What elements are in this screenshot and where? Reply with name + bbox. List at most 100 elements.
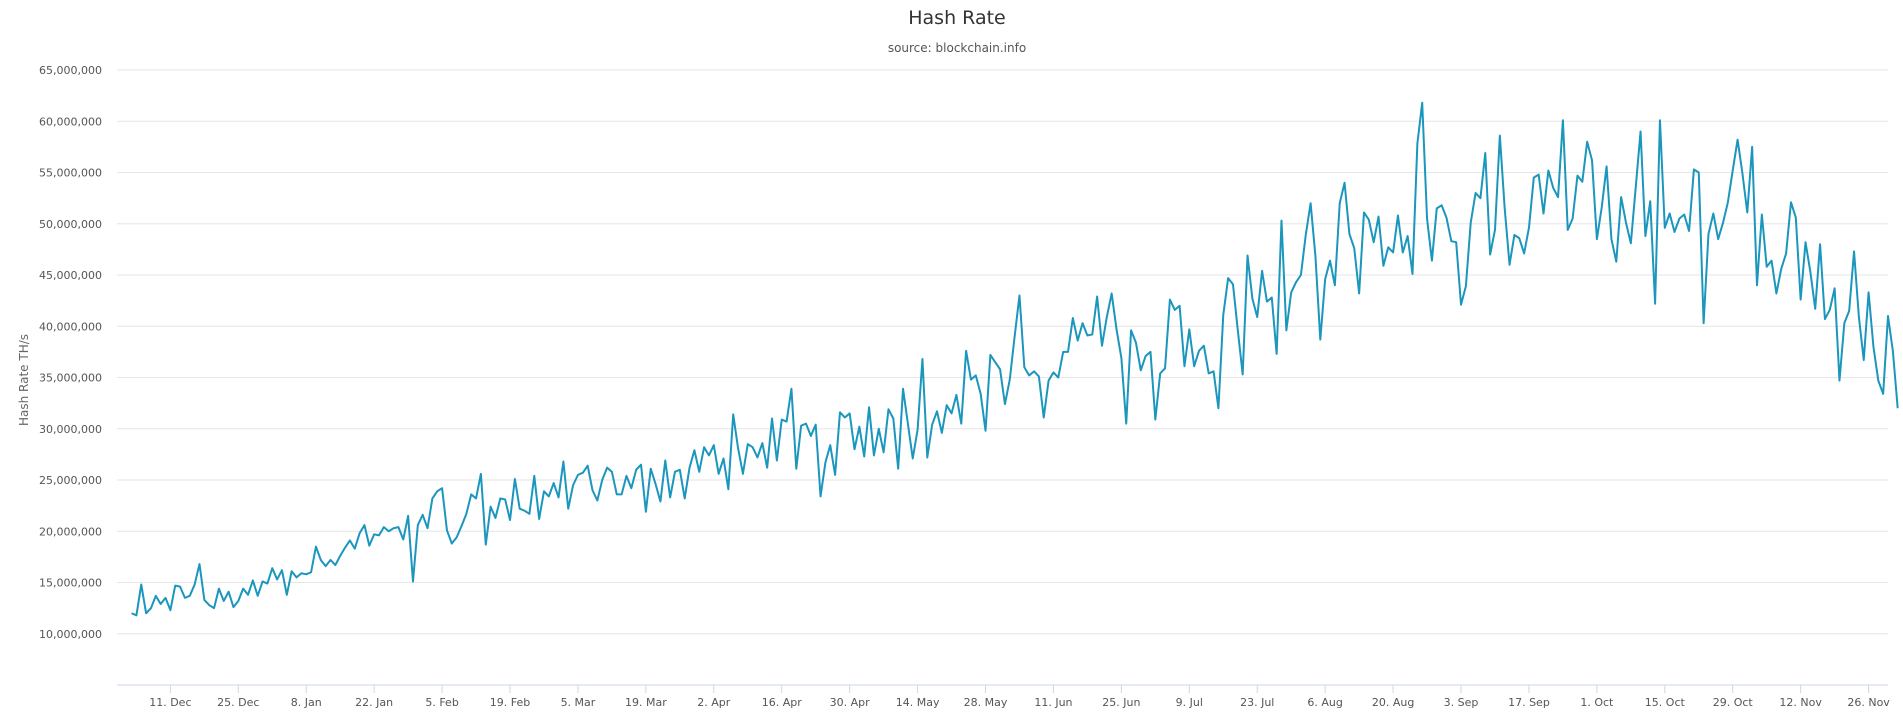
data-point[interactable] [1502, 205, 1508, 211]
data-point[interactable] [580, 470, 586, 476]
data-point[interactable] [944, 402, 950, 408]
data-point[interactable] [1822, 316, 1828, 322]
data-point[interactable] [1875, 378, 1881, 384]
data-point[interactable] [1002, 401, 1008, 407]
data-point[interactable] [546, 493, 552, 499]
data-point[interactable] [1070, 315, 1076, 321]
data-point[interactable] [410, 578, 416, 584]
data-point[interactable] [1298, 272, 1304, 278]
data-point[interactable] [963, 348, 969, 354]
data-point[interactable] [1769, 258, 1775, 264]
data-point[interactable] [473, 495, 479, 501]
data-point[interactable] [1584, 139, 1590, 145]
data-point[interactable] [502, 496, 508, 502]
data-point[interactable] [400, 536, 406, 542]
data-point[interactable] [570, 482, 576, 488]
data-point[interactable] [1342, 180, 1348, 186]
data-point[interactable] [337, 553, 343, 559]
data-point[interactable] [1080, 320, 1086, 326]
data-point[interactable] [459, 523, 465, 529]
data-point[interactable] [953, 392, 959, 398]
data-point[interactable] [1322, 276, 1328, 282]
data-point[interactable] [1356, 290, 1362, 296]
data-point[interactable] [623, 473, 629, 479]
data-point[interactable] [289, 568, 295, 574]
data-point[interactable] [1574, 173, 1580, 179]
data-point[interactable] [1274, 351, 1280, 357]
data-point[interactable] [1754, 282, 1760, 288]
data-point[interactable] [560, 459, 566, 465]
data-point[interactable] [1705, 231, 1711, 237]
data-point[interactable] [279, 567, 285, 573]
data-point[interactable] [269, 565, 275, 571]
data-point[interactable] [327, 557, 333, 563]
data-point[interactable] [934, 408, 940, 414]
data-point[interactable] [764, 465, 770, 471]
data-point[interactable] [1613, 259, 1619, 265]
data-point[interactable] [332, 562, 338, 568]
data-point[interactable] [1798, 297, 1804, 303]
data-point[interactable] [808, 433, 814, 439]
data-point[interactable] [958, 421, 964, 427]
data-point[interactable] [1235, 327, 1241, 333]
data-point[interactable] [323, 563, 329, 569]
data-point[interactable] [454, 534, 460, 540]
data-point[interactable] [1157, 370, 1163, 376]
data-point[interactable] [512, 476, 518, 482]
data-point[interactable] [463, 511, 469, 517]
data-point[interactable] [1749, 144, 1755, 150]
data-point[interactable] [240, 586, 246, 592]
data-point[interactable] [357, 530, 363, 536]
data-point[interactable] [1890, 348, 1896, 354]
data-point[interactable] [1618, 194, 1624, 200]
data-point[interactable] [1885, 313, 1891, 319]
data-point[interactable] [1793, 215, 1799, 221]
data-point[interactable] [590, 487, 596, 493]
data-point[interactable] [1201, 343, 1207, 349]
data-point[interactable] [1332, 282, 1338, 288]
data-point[interactable] [1817, 241, 1823, 247]
data-point[interactable] [900, 386, 906, 392]
data-point[interactable] [1055, 375, 1061, 381]
data-point[interactable] [1487, 252, 1493, 258]
data-point[interactable] [1075, 338, 1081, 344]
data-point[interactable] [1739, 171, 1745, 177]
data-point[interactable] [158, 601, 164, 607]
data-point[interactable] [551, 480, 557, 486]
data-point[interactable] [1895, 405, 1901, 411]
data-point[interactable] [696, 469, 702, 475]
data-point[interactable] [827, 442, 833, 448]
data-point[interactable] [1565, 227, 1571, 233]
data-point[interactable] [1803, 239, 1809, 245]
data-point[interactable] [1443, 215, 1449, 221]
data-point[interactable] [1764, 264, 1770, 270]
data-point[interactable] [691, 447, 697, 453]
data-point[interactable] [813, 422, 819, 428]
data-point[interactable] [919, 356, 925, 362]
data-point[interactable] [361, 522, 367, 528]
data-point[interactable] [997, 366, 1003, 372]
data-point[interactable] [1283, 327, 1289, 333]
data-point[interactable] [978, 391, 984, 397]
data-point[interactable] [1414, 141, 1420, 147]
data-point[interactable] [1555, 194, 1561, 200]
data-point[interactable] [793, 466, 799, 472]
data-point[interactable] [1497, 133, 1503, 139]
data-point[interactable] [1730, 167, 1736, 173]
data-point[interactable] [750, 444, 756, 450]
data-point[interactable] [769, 416, 775, 422]
data-point[interactable] [1118, 355, 1124, 361]
data-point[interactable] [1599, 204, 1605, 210]
data-point[interactable] [866, 404, 872, 410]
data-point[interactable] [1507, 262, 1513, 268]
data-point[interactable] [1133, 340, 1139, 346]
data-point[interactable] [1861, 357, 1867, 363]
data-point[interactable] [468, 491, 474, 497]
data-point[interactable] [1016, 293, 1022, 299]
data-point[interactable] [143, 610, 149, 616]
data-point[interactable] [1701, 320, 1707, 326]
data-point[interactable] [677, 467, 683, 473]
data-point[interactable] [1036, 373, 1042, 379]
data-point[interactable] [1337, 200, 1343, 206]
data-point[interactable] [648, 466, 654, 472]
